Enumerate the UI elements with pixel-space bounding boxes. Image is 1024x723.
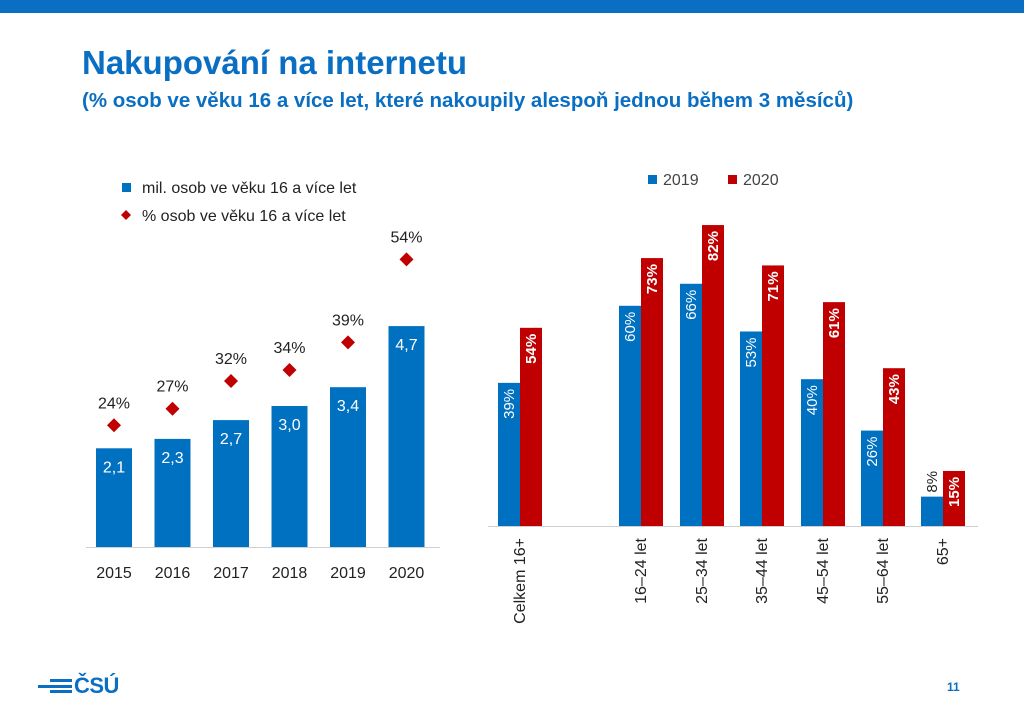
bar-2020 bbox=[943, 470, 965, 526]
bar-2019 bbox=[801, 379, 823, 526]
bar-2019 bbox=[498, 382, 520, 526]
diamond-marker bbox=[399, 252, 414, 267]
percent-label: 24% bbox=[98, 395, 130, 412]
bar-2020 bbox=[641, 258, 663, 526]
bar-2020 bbox=[883, 368, 905, 526]
bar-2020-label: 71% bbox=[765, 271, 782, 301]
x-tick-label: 16–24 let bbox=[633, 537, 650, 603]
top-accent-bar bbox=[0, 0, 1024, 13]
bar-2019-label: 40% bbox=[804, 385, 821, 415]
csu-logo: ČSÚ bbox=[38, 671, 119, 701]
bar-mil-osob bbox=[330, 387, 366, 547]
legend-label-2020: 2020 bbox=[743, 172, 779, 189]
percent-label: 32% bbox=[215, 351, 247, 368]
bar-2020-label: 15% bbox=[946, 477, 963, 507]
diamond-marker bbox=[341, 335, 355, 350]
percent-label: 39% bbox=[332, 312, 364, 329]
diamond-marker bbox=[224, 374, 238, 389]
x-tick-label: 2015 bbox=[96, 565, 132, 582]
bar-mil-osob bbox=[388, 326, 425, 547]
x-tick-label: 2020 bbox=[389, 565, 425, 582]
x-tick-label: 65+ bbox=[935, 538, 952, 565]
diamond-marker bbox=[165, 401, 180, 416]
bar-value-label: 2,1 bbox=[103, 459, 125, 476]
bar-2019 bbox=[861, 430, 883, 526]
legend-label-bars: mil. osob ve věku 16 a více let bbox=[142, 180, 357, 197]
bar-2019 bbox=[740, 331, 762, 526]
page-number: 11 bbox=[947, 680, 960, 694]
diamond-marker bbox=[107, 418, 121, 433]
bar-value-label: 2,3 bbox=[161, 450, 183, 467]
bar-2019-label: 8% bbox=[924, 471, 941, 493]
x-tick-label: 55–64 let bbox=[875, 537, 892, 603]
bar-mil-osob bbox=[271, 406, 308, 547]
page-subtitle: (% osob ve věku 16 a více let, které nak… bbox=[82, 89, 854, 112]
bar-mil-osob bbox=[96, 448, 132, 547]
legend-label-percent: % osob ve věku 16 a více let bbox=[142, 208, 346, 225]
bar-value-label: 4,7 bbox=[395, 337, 417, 354]
x-tick-label: 35–44 let bbox=[754, 537, 771, 603]
legend-label-2019: 2019 bbox=[663, 172, 699, 189]
x-tick-label: 2017 bbox=[213, 565, 249, 582]
page-title: Nakupování na internetu bbox=[82, 44, 468, 81]
bar-2020-label: 73% bbox=[644, 264, 661, 294]
bar-2020-label: 82% bbox=[705, 231, 722, 261]
bar-2019 bbox=[619, 305, 641, 526]
bar-2019-label: 39% bbox=[501, 389, 518, 419]
bar-2020 bbox=[762, 265, 784, 526]
x-tick-label: 2018 bbox=[272, 565, 308, 582]
legend-marker-diamond bbox=[121, 210, 131, 220]
bar-2019-label: 60% bbox=[622, 312, 639, 342]
percent-label: 27% bbox=[156, 379, 188, 396]
legend-marker-2019 bbox=[648, 175, 657, 184]
x-tick-label: Celkem 16+ bbox=[512, 538, 529, 624]
bar-2019-label: 26% bbox=[864, 437, 881, 467]
bar-value-label: 3,0 bbox=[278, 417, 300, 434]
bar-2020 bbox=[702, 225, 724, 526]
bar-2020-label: 54% bbox=[523, 334, 540, 364]
x-tick-label: 45–54 let bbox=[815, 537, 832, 603]
bar-2019-label: 66% bbox=[683, 290, 700, 320]
bar-value-label: 2,7 bbox=[220, 431, 242, 448]
bar-mil-osob bbox=[213, 420, 249, 547]
bar-2020 bbox=[823, 302, 845, 526]
bar-mil-osob bbox=[154, 438, 191, 547]
bar-2019 bbox=[680, 283, 702, 526]
x-tick-label: 2016 bbox=[155, 565, 191, 582]
x-tick-label: 25–34 let bbox=[694, 537, 711, 603]
legend-marker-2020 bbox=[728, 175, 737, 184]
diamond-marker bbox=[282, 362, 297, 377]
logo-lines-icon bbox=[38, 676, 72, 696]
legend-marker-bars bbox=[122, 183, 131, 192]
bar-2019 bbox=[921, 496, 943, 526]
bar-2020-label: 61% bbox=[826, 308, 843, 338]
bar-2020 bbox=[520, 327, 542, 526]
percent-label: 54% bbox=[390, 229, 422, 246]
bar-2019-label: 53% bbox=[743, 337, 760, 367]
bar-value-label: 3,4 bbox=[337, 398, 359, 415]
x-tick-label: 2019 bbox=[330, 565, 366, 582]
logo-text: ČSÚ bbox=[74, 673, 119, 698]
percent-label: 34% bbox=[273, 340, 305, 357]
bar-2020-label: 43% bbox=[886, 374, 903, 404]
